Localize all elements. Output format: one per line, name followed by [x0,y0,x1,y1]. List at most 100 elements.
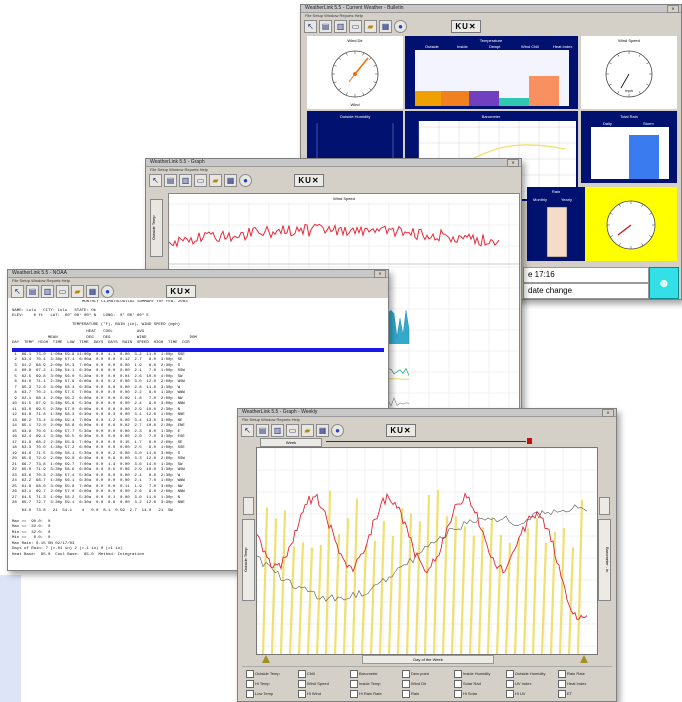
folder-icon[interactable]: ▰ [71,284,84,298]
graph-icon[interactable]: ▥ [334,19,347,33]
wind-speed-panel: Wind Speed mph [581,36,677,109]
series-checkbox[interactable] [298,680,306,688]
data-icon[interactable]: ▦ [316,423,329,437]
series-checkbox[interactable] [298,690,306,698]
report-row: 10 61.5 67.9 3:30p 55.6 5:30a 0.0 0.0 0.… [12,402,185,406]
series-checkbox[interactable] [402,690,410,698]
close-icon[interactable]: ✕ [602,409,614,417]
barometer-spike [333,534,341,655]
menu-bar[interactable]: File Setup Window Reports Help [305,13,363,18]
left-axis-label[interactable]: Outside Temp [242,519,255,601]
open-icon[interactable]: ↖ [11,284,24,298]
graph-icon[interactable]: ▥ [179,173,192,187]
ku-control[interactable]: KU✕ [451,20,481,33]
globe-icon[interactable]: ● [394,19,407,33]
series-checkbox[interactable] [506,690,514,698]
report-row: 8 63.7 70.2 1:00p 57.5 7:00a 0.0 0.0 0.0… [12,391,185,395]
data-icon[interactable]: ▦ [379,19,392,33]
barometer-spike [396,507,404,655]
gauge-tick [345,92,348,96]
report-footer-line: Max >= 90.0: 0 [12,519,51,524]
right-axis-label[interactable]: Barometer - in [598,519,611,601]
print-icon[interactable]: ▤ [256,423,269,437]
save-icon[interactable]: ▭ [56,284,69,298]
temp-bar-dewpt [469,91,499,106]
series-checkbox[interactable] [402,680,410,688]
temperature-chart: Temperature Outside Inside Dewpt Wind Chill… [415,38,572,106]
barometer-spike [540,542,548,655]
series-checkbox[interactable] [558,690,566,698]
series-checkbox[interactable] [402,670,410,678]
close-icon[interactable]: ✕ [667,5,679,13]
print-icon[interactable]: ▤ [26,284,39,298]
series-checkbox[interactable] [350,680,358,688]
date-slider-thumb[interactable] [527,438,532,444]
series-checkbox[interactable] [454,690,462,698]
series-checkbox[interactable] [350,670,358,678]
series-checkbox-label: ET [567,691,573,696]
close-icon[interactable]: ✕ [507,159,519,167]
series-checkbox[interactable] [558,670,566,678]
report-row: 18 63.3 70.0 1:30p 57.2 6:00a 0.0 0.0 0.… [12,446,185,450]
series-checkbox[interactable] [298,670,306,678]
series-checkbox-label: Rain [411,691,420,696]
open-icon[interactable]: ↖ [149,173,162,187]
window-title: WeatherLink 5.5 - Graph [150,159,205,165]
gauge-tick [618,204,621,207]
series-checkbox[interactable] [246,690,254,698]
series-checkbox[interactable] [246,670,254,678]
series-checkbox[interactable] [506,670,514,678]
data-icon[interactable]: ▦ [224,173,237,187]
series-checkbox[interactable] [350,690,358,698]
menu-bar[interactable]: File Setup Window Reports Help [242,417,300,422]
series-checkbox[interactable] [454,670,462,678]
data-icon[interactable]: ▦ [86,284,99,298]
gauge-tick [373,64,377,67]
print-icon[interactable]: ▤ [164,173,177,187]
barometer-spike [477,527,485,655]
total-rain-title: Total Rain [620,114,638,119]
menu-bar[interactable]: File Setup Window Reports Help [8,278,388,284]
menu-bar[interactable]: File Setup Window Reports Help [150,167,208,172]
folder-icon[interactable]: ▰ [364,19,377,33]
report-row: 1 66.1 73.0 1:00a 59.8 11:00p 0.0 1.1 0.… [12,352,185,357]
wind-speed-title: Wind Speed [618,38,640,43]
ku-control[interactable]: KU✕ [294,174,324,187]
folder-icon[interactable]: ▰ [209,173,222,187]
report-row: 15 63.9 70.6 1:00p 57.7 5:30a 0.0 0.0 0.… [12,429,181,434]
right-marker-icon[interactable] [580,655,588,663]
globe-icon[interactable]: ● [101,284,114,298]
graph-icon[interactable]: ▥ [271,423,284,437]
series-checkbox[interactable] [506,680,514,688]
series-checkbox[interactable] [246,680,254,688]
ku-control[interactable]: KU✕ [166,285,196,298]
date-slider[interactable] [326,441,526,442]
selection-bar[interactable] [12,347,384,352]
left-scroll-button[interactable] [243,497,254,515]
status-icon[interactable]: ☻ [649,267,679,299]
open-icon[interactable]: ↖ [241,423,254,437]
report-body: MONTHLY CLIMATOLOGICAL SUMMARY for FEB. … [12,300,384,568]
right-scroll-button[interactable] [599,497,610,515]
folder-icon[interactable]: ▰ [301,423,314,437]
series-checkbox[interactable] [558,680,566,688]
close-icon[interactable]: ✕ [374,270,386,278]
save-icon[interactable]: ▭ [194,173,207,187]
globe-icon[interactable]: ● [331,423,344,437]
series-checkbox[interactable] [454,680,462,688]
ku-control[interactable]: KU✕ [386,424,416,437]
total-rain-panel: Total Rain Daily Storm [581,111,677,183]
barometer-spike [261,507,269,655]
open-icon[interactable]: ↖ [304,19,317,33]
print-icon[interactable]: ▤ [319,19,332,33]
report-footer-line: Max Rain: 0.15 ON 02/17/03 [12,541,75,546]
temp-header: Outside [425,44,440,49]
barometer-spike [423,494,431,655]
save-icon[interactable]: ▭ [286,423,299,437]
left-marker-icon[interactable] [262,655,270,663]
graph-icon[interactable]: ▥ [41,284,54,298]
globe-icon[interactable]: ● [239,173,252,187]
series-checkbox-label: Wind Speed [307,681,329,686]
status-text: date change [523,283,649,299]
save-icon[interactable]: ▭ [349,19,362,33]
